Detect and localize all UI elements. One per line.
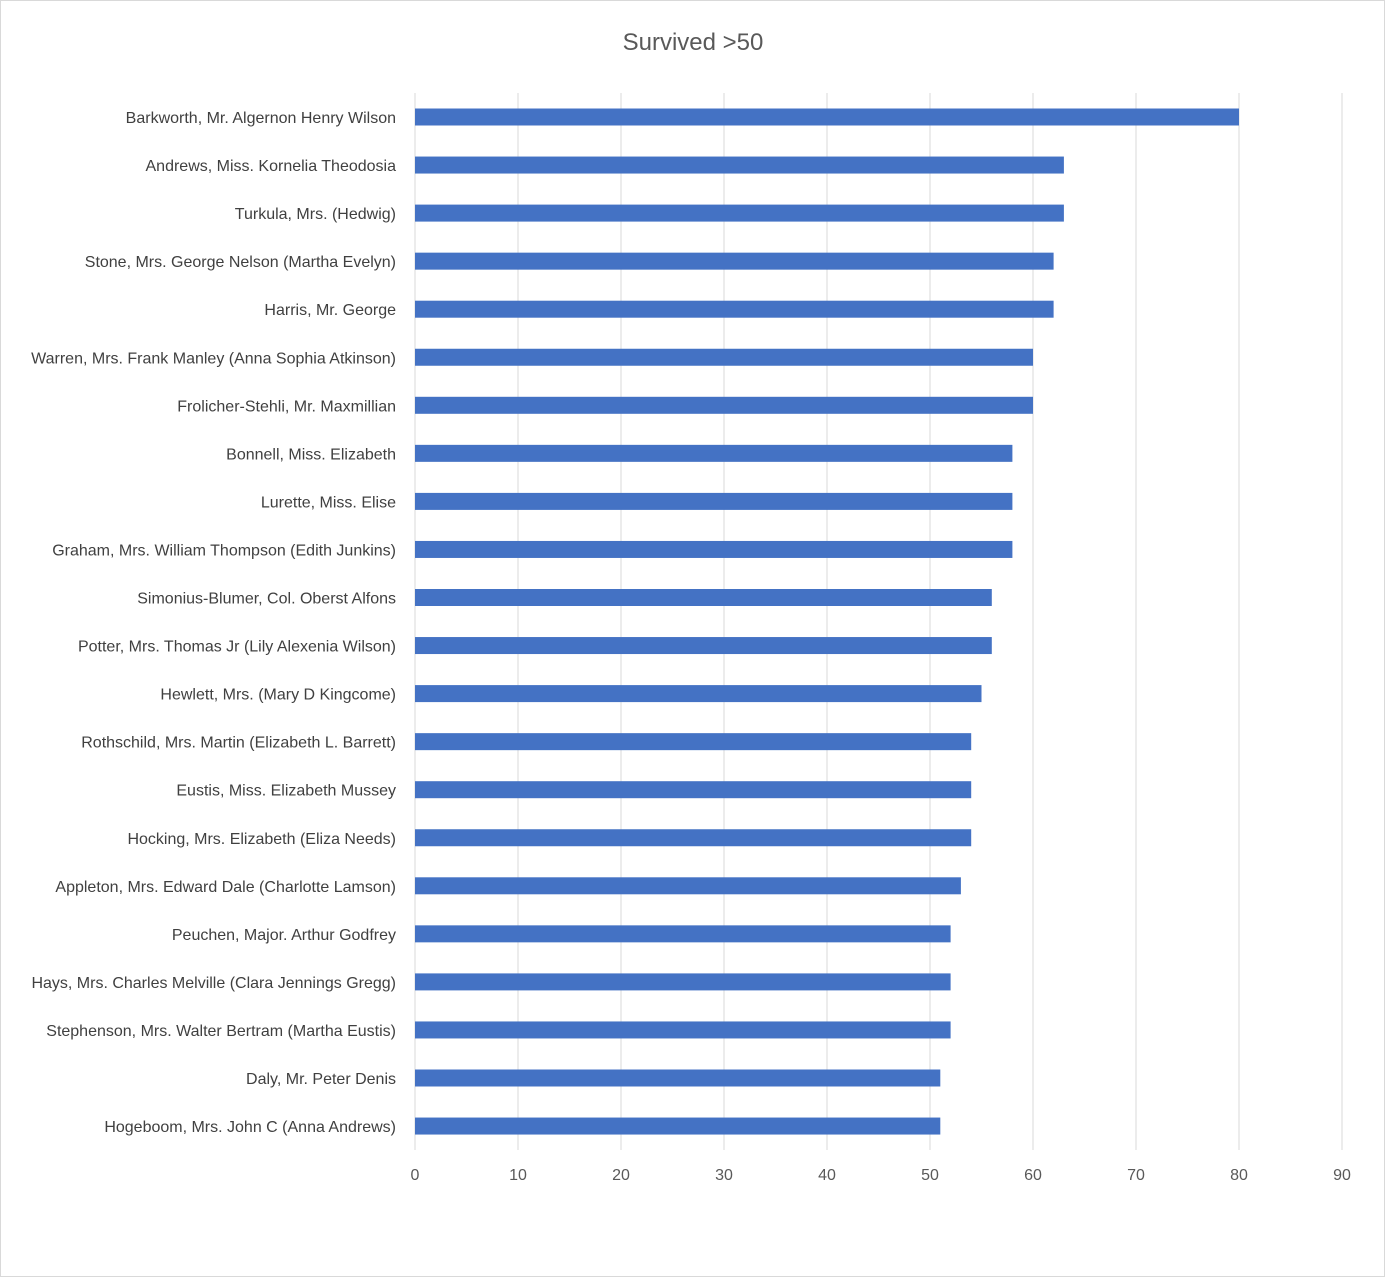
category-label: Daly, Mr. Peter Denis [246,1071,396,1088]
bar [415,925,951,943]
bar [415,781,972,799]
x-tick-label: 80 [1230,1167,1248,1184]
x-tick-label: 30 [715,1167,733,1184]
category-label: Hogeboom, Mrs. John C (Anna Andrews) [104,1119,396,1136]
bar [415,1069,941,1087]
category-label: Peuchen, Major. Arthur Godfrey [172,927,396,944]
chart-title: Survived >50 [623,29,764,56]
x-tick-label: 70 [1127,1167,1145,1184]
bar [415,108,1239,126]
bar [415,637,992,655]
category-label: Stone, Mrs. George Nelson (Martha Evelyn… [85,254,396,271]
bar [415,973,951,991]
x-tick-label: 60 [1024,1167,1042,1184]
x-tick-label: 90 [1333,1167,1351,1184]
category-label: Harris, Mr. George [264,302,396,319]
bar [415,156,1064,174]
category-label: Andrews, Miss. Kornelia Theodosia [146,158,397,175]
category-labels: Barkworth, Mr. Algernon Henry Wilson Andr… [31,110,396,1136]
bar [415,540,1013,558]
bars [415,108,1239,1135]
bar [415,396,1033,414]
category-label: Hays, Mrs. Charles Melville (Clara Jenni… [31,975,396,992]
category-label: Frolicher-Stehli, Mr. Maxmillian [177,398,396,415]
category-label: Stephenson, Mrs. Walter Bertram (Martha … [46,1023,396,1040]
x-axis-tick-labels: 0 10 20 30 40 50 60 70 80 90 [411,1167,1351,1184]
x-tick-label: 20 [612,1167,630,1184]
category-label: Rothschild, Mrs. Martin (Elizabeth L. Ba… [81,735,396,752]
bar [415,829,972,847]
x-tick-label: 0 [411,1167,420,1184]
bar [415,877,961,895]
category-label: Bonnell, Miss. Elizabeth [226,446,396,463]
category-label: Turkula, Mrs. (Hedwig) [235,206,396,223]
category-label: Barkworth, Mr. Algernon Henry Wilson [126,110,396,127]
bar [415,444,1013,462]
x-tick-label: 50 [921,1167,939,1184]
bar [415,204,1064,222]
bar [415,300,1054,318]
x-tick-label: 40 [818,1167,836,1184]
category-label: Warren, Mrs. Frank Manley (Anna Sophia A… [31,350,396,367]
category-label: Potter, Mrs. Thomas Jr (Lily Alexenia Wi… [78,639,396,656]
category-label: Appleton, Mrs. Edward Dale (Charlotte La… [55,879,396,896]
bar [415,685,982,703]
category-label: Hewlett, Mrs. (Mary D Kingcome) [160,687,396,704]
bar [415,348,1033,366]
bar [415,733,972,751]
bar [415,1021,951,1039]
bar [415,252,1054,270]
bar [415,589,992,606]
bar [415,1117,941,1135]
category-label: Simonius-Blumer, Col. Oberst Alfons [137,591,396,608]
category-label: Hocking, Mrs. Elizabeth (Eliza Needs) [127,831,396,848]
gridlines [414,93,1343,1150]
bar [415,492,1013,510]
category-label: Eustis, Miss. Elizabeth Mussey [176,783,396,800]
category-label: Graham, Mrs. William Thompson (Edith Jun… [52,542,396,559]
category-label: Lurette, Miss. Elise [261,494,396,511]
x-tick-label: 10 [509,1167,527,1184]
